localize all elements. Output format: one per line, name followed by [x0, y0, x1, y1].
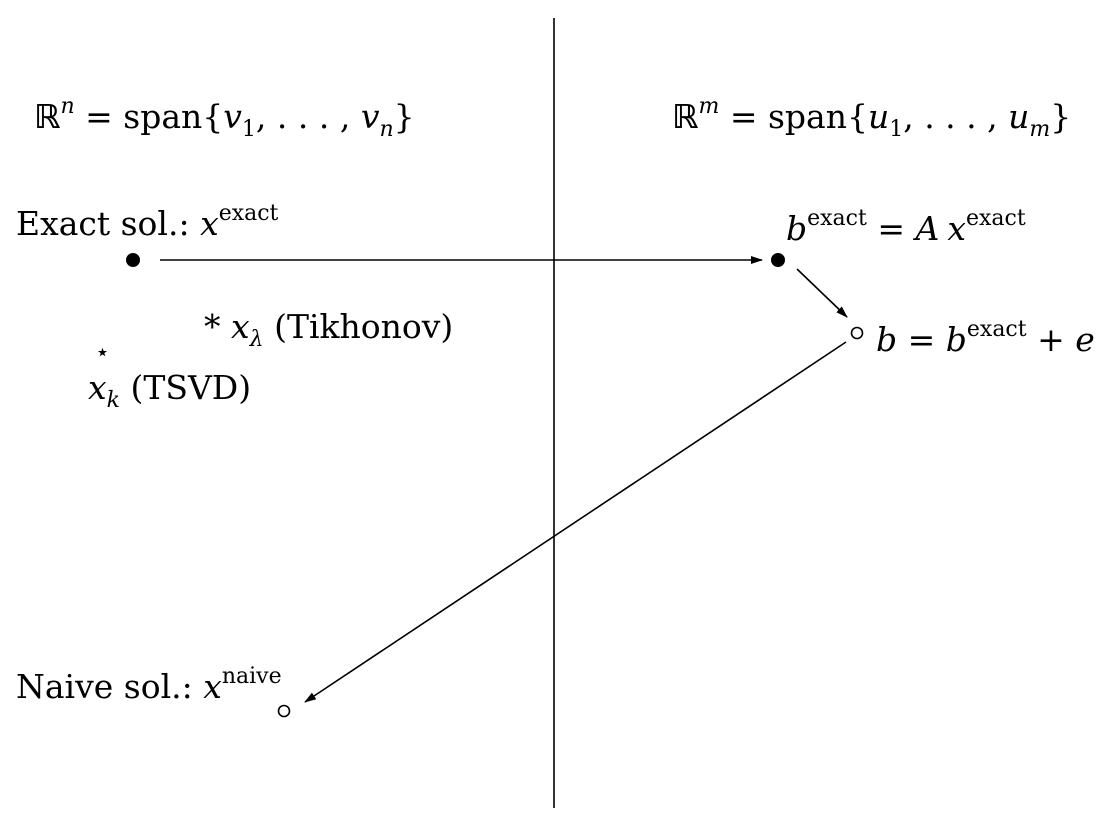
naive-solution-superscript: naive: [221, 664, 282, 689]
left-space-label: ℝn = span{v1, . . . , vn}: [34, 96, 415, 141]
tikhonov-name: (Tikhonov): [274, 307, 454, 346]
noisy-rhs-point: [850, 326, 864, 340]
tsvd-marker: ⋆: [95, 340, 110, 364]
noisy-rhs-label: b = bexact + e: [876, 319, 1095, 359]
span-close: }: [1050, 97, 1072, 136]
naive-solution-var: x: [203, 667, 222, 706]
operator-A: A: [915, 209, 940, 248]
basis-vector: u: [1008, 97, 1030, 136]
tikhonov-marker: *: [204, 307, 221, 346]
tsvd-name: (TSVD): [130, 368, 252, 407]
exact-solution-label: Exact sol.: xexact: [16, 203, 278, 243]
basis-subscript: 1: [889, 117, 904, 142]
tsvd-subscript: k: [106, 388, 120, 413]
reals-symbol: ℝ: [672, 97, 699, 136]
exact-rhs-superscript: exact: [807, 206, 867, 231]
naive-inverse-arrow: [304, 341, 847, 703]
tsvd-label: xk (TSVD): [88, 368, 252, 412]
noise-arrow: [796, 268, 848, 318]
exact-solution-superscript: exact: [218, 201, 279, 226]
basis-vector: v: [223, 97, 242, 136]
equals-sign: =: [866, 209, 916, 248]
dimension-exponent: n: [60, 94, 75, 119]
exact-rhs-point: [771, 253, 785, 267]
exact-rhs-x: x: [947, 209, 966, 248]
basis-subscript: n: [379, 117, 394, 142]
noisy-rhs-superscript: exact: [966, 317, 1027, 342]
equals-sign: =: [897, 320, 946, 359]
noise-var: e: [1075, 320, 1095, 359]
basis-subscript: 1: [241, 117, 256, 142]
basis-subscript: m: [1029, 117, 1051, 142]
exact-rhs-x-superscript: exact: [965, 206, 1026, 231]
right-space-label: ℝm = span{u1, . . . , um}: [672, 96, 1072, 141]
tikhonov-var: x: [231, 307, 250, 346]
ellipsis: , . . . ,: [255, 97, 361, 136]
exact-solution-point: [126, 253, 140, 267]
naive-solution-prefix: Naive sol.:: [16, 667, 204, 706]
naive-solution-point: [277, 704, 291, 718]
ellipsis: , . . . ,: [903, 97, 1009, 136]
plus-sign: +: [1026, 320, 1076, 359]
exact-solution-prefix: Exact sol.:: [16, 204, 201, 243]
span-prefix: = span{: [719, 97, 868, 136]
tsvd-var: x: [88, 368, 107, 407]
exact-rhs-var: b: [786, 209, 808, 248]
tikhonov-subscript: λ: [249, 327, 264, 352]
basis-vector: v: [360, 97, 380, 136]
basis-vector: u: [867, 97, 890, 136]
tikhonov-label: * xλ (Tikhonov): [204, 307, 454, 351]
reals-symbol: ℝ: [34, 97, 61, 136]
star-icon: ⋆: [95, 338, 111, 366]
naive-solution-label: Naive sol.: xnaive: [16, 666, 282, 706]
span-close: }: [393, 97, 415, 136]
dimension-exponent: m: [698, 94, 720, 119]
exact-solution-var: x: [200, 204, 219, 243]
span-prefix: = span{: [74, 97, 224, 136]
noisy-rhs-b: b: [945, 320, 967, 359]
noisy-rhs-var: b: [876, 320, 898, 359]
